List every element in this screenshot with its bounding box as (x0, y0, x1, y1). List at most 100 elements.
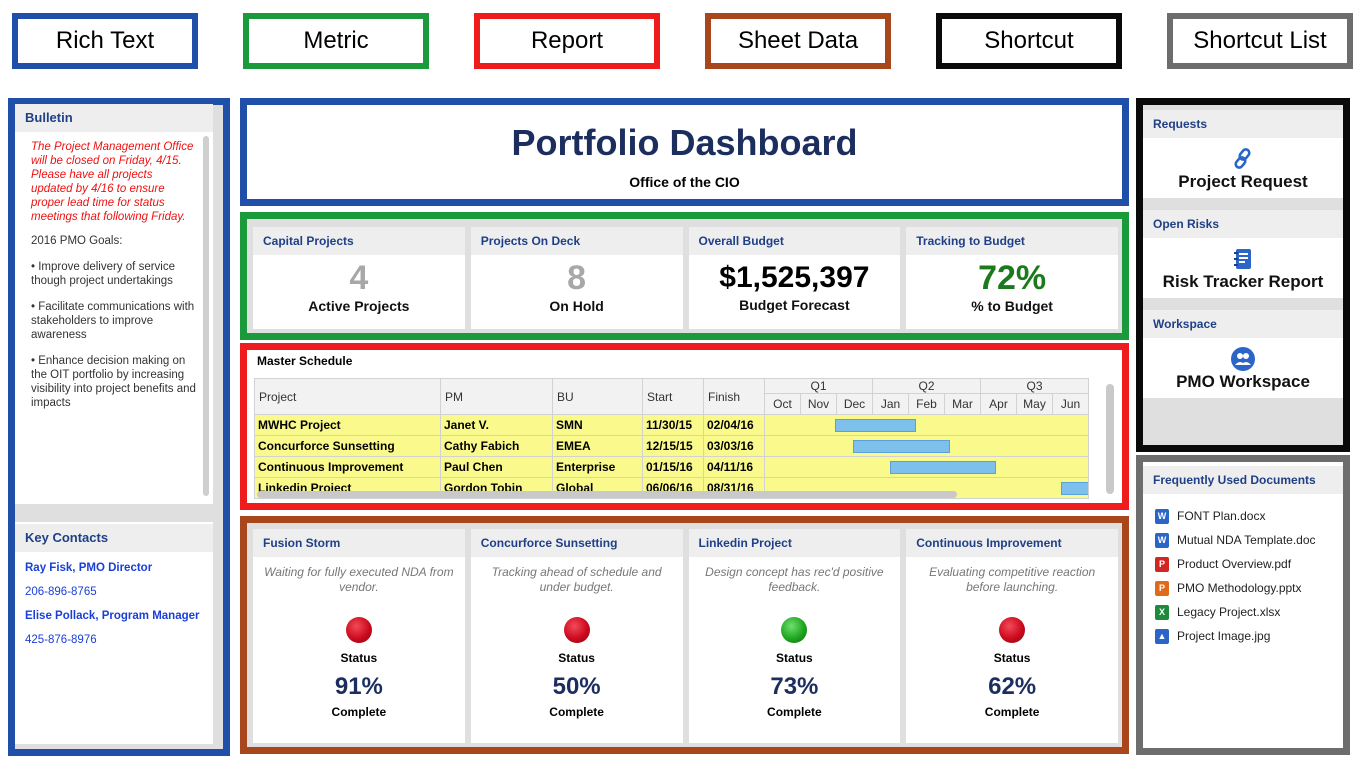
powerpoint-file-icon: P (1155, 580, 1169, 596)
link-icon (1143, 146, 1343, 172)
document-link[interactable]: W Mutual NDA Template.doc (1143, 528, 1343, 552)
complete-label: Complete (549, 705, 604, 719)
col-header-bu: BU (552, 378, 643, 415)
legend-label: Sheet Data (737, 27, 859, 54)
legend-rich-text: Rich Text (12, 13, 198, 69)
cell-project: Continuous Improvement (254, 456, 441, 478)
document-name: FONT Plan.docx (1177, 509, 1266, 523)
contact-name-link[interactable]: Ray Fisk, PMO Director (25, 562, 153, 574)
col-header-start: Start (642, 378, 704, 415)
schedule-header: Master Schedule (247, 350, 1122, 372)
document-link[interactable]: W FONT Plan.docx (1143, 504, 1343, 528)
complete-label: Complete (984, 705, 1040, 719)
status-card-concurforce-sunsetting[interactable]: Concurforce Sunsetting Tracking ahead of… (470, 529, 683, 743)
cell-pm: Janet V. (440, 414, 553, 436)
shortcut-header: Requests (1143, 110, 1343, 138)
metric-value: 72% (978, 259, 1047, 297)
metric-header: Capital Projects (253, 227, 465, 255)
metric-card-projects-on-deck[interactable]: Projects On Deck 8 On Hold (470, 227, 683, 329)
card-description: Evaluating competitive reaction before l… (929, 565, 1096, 594)
month-header: Nov (800, 393, 837, 415)
status-indicator-red (345, 617, 372, 643)
month-header: Oct (764, 393, 801, 415)
metric-card-overall-budget[interactable]: Overall Budget $1,525,397 Budget Forecas… (688, 227, 901, 329)
status-card-fusion-storm[interactable]: Fusion Storm Waiting for fully executed … (253, 529, 465, 743)
card-header: Linkedin Project (688, 529, 901, 557)
table-row[interactable]: Concurforce Sunsetting Cathy Fabich EMEA… (254, 435, 1089, 457)
gantt-bar[interactable] (853, 440, 950, 453)
metric-card-tracking-to-budget[interactable]: Tracking to Budget 72% % to Budget (906, 227, 1118, 329)
status-label: Status (340, 651, 378, 665)
document-link[interactable]: P PMO Methodology.pptx (1143, 576, 1343, 600)
bulletin-header: Bulletin (15, 104, 213, 132)
metric-caption: % to Budget (971, 298, 1053, 314)
bulletin-panel: Bulletin The Project Management Office w… (15, 104, 213, 504)
status-label: Status (776, 651, 813, 665)
document-name: Product Overview.pdf (1177, 557, 1292, 571)
col-header-finish: Finish (703, 378, 765, 415)
table-row[interactable]: MWHC Project Janet V. SMN 11/30/15 02/04… (254, 414, 1089, 436)
cell-project: Concurforce Sunsetting (254, 435, 441, 457)
table-row[interactable]: Continuous Improvement Paul Chen Enterpr… (254, 456, 1089, 478)
shortcut-risk-tracker[interactable]: Open Risks Risk Tracker Report (1143, 210, 1343, 298)
contact-phone-link[interactable]: 206-896-8765 (25, 586, 97, 598)
contact-phone-link[interactable]: 425-876-8976 (25, 634, 97, 646)
document-link[interactable]: ▲ Project Image.jpg (1143, 624, 1343, 648)
card-description: Design concept has rec'd positive feedba… (705, 565, 884, 594)
shortcut-pmo-workspace[interactable]: Workspace PMO Workspace (1143, 310, 1343, 398)
document-name: Mutual NDA Template.doc (1177, 533, 1316, 547)
word-file-icon: W (1155, 532, 1169, 548)
metric-caption: On Hold (549, 298, 604, 314)
shortcut-project-request[interactable]: Requests Project Request (1143, 110, 1343, 198)
goal-item: • Improve delivery of service though pro… (31, 261, 175, 287)
document-name: PMO Methodology.pptx (1177, 581, 1302, 595)
schedule-vertical-scrollbar[interactable] (1106, 384, 1114, 494)
metric-card-capital-projects[interactable]: Capital Projects 4 Active Projects (253, 227, 465, 329)
shortcut-label: Project Request (1178, 172, 1308, 191)
month-header: Jan (872, 393, 909, 415)
gantt-bar[interactable] (1061, 482, 1088, 495)
cell-pm: Cathy Fabich (440, 435, 553, 457)
gantt-bar[interactable] (835, 419, 916, 432)
metric-header: Projects On Deck (470, 227, 683, 255)
percent-complete: 62% (988, 673, 1037, 700)
legend-metric: Metric (243, 13, 429, 69)
people-icon (1143, 346, 1343, 372)
cell-finish: 02/04/16 (703, 414, 765, 436)
contact-name-link[interactable]: Elise Pollack, Program Manager (25, 610, 200, 622)
cell-bu: EMEA (552, 435, 643, 457)
document-link[interactable]: X Legacy Project.xlsx (1143, 600, 1343, 624)
bulletin-scrollbar[interactable] (203, 136, 209, 496)
cell-bu: Enterprise (552, 456, 643, 478)
document-link[interactable]: P Product Overview.pdf (1143, 552, 1343, 576)
goals-title: 2016 PMO Goals: (31, 235, 123, 247)
gantt-bar[interactable] (890, 461, 996, 474)
schedule-horizontal-scrollbar[interactable] (257, 491, 957, 498)
card-header: Fusion Storm (253, 529, 465, 557)
shortcut-label: Risk Tracker Report (1162, 272, 1324, 291)
metrics-panel: Capital Projects 4 Active Projects Proje… (240, 212, 1129, 340)
page-subtitle: Office of the CIO (629, 174, 740, 190)
gantt-lane (764, 456, 1089, 478)
quarter-q3: Q3 (980, 378, 1089, 394)
cell-start: 01/15/16 (642, 456, 704, 478)
month-header: Dec (836, 393, 873, 415)
legend-shortcut: Shortcut (936, 13, 1122, 69)
status-indicator-green (781, 617, 808, 643)
quarter-q2: Q2 (872, 378, 981, 394)
status-card-continuous-improvement[interactable]: Continuous Improvement Evaluating compet… (906, 529, 1118, 743)
goal-item: • Enhance decision making on the OIT por… (31, 355, 196, 409)
complete-label: Complete (331, 705, 387, 719)
metric-value: $1,525,397 (719, 261, 870, 294)
card-description: Waiting for fully executed NDA from vend… (264, 565, 454, 594)
col-header-pm: PM (440, 378, 553, 415)
card-header: Continuous Improvement (906, 529, 1118, 557)
gantt-lane (764, 435, 1089, 457)
documents-header: Frequently Used Documents (1143, 466, 1343, 494)
status-card-linkedin-project[interactable]: Linkedin Project Design concept has rec'… (688, 529, 901, 743)
metric-caption: Active Projects (308, 298, 410, 314)
notebook-icon (1143, 246, 1343, 272)
percent-complete: 73% (770, 673, 819, 700)
contacts-header: Key Contacts (15, 524, 213, 552)
legend-label: Shortcut (984, 27, 1074, 54)
